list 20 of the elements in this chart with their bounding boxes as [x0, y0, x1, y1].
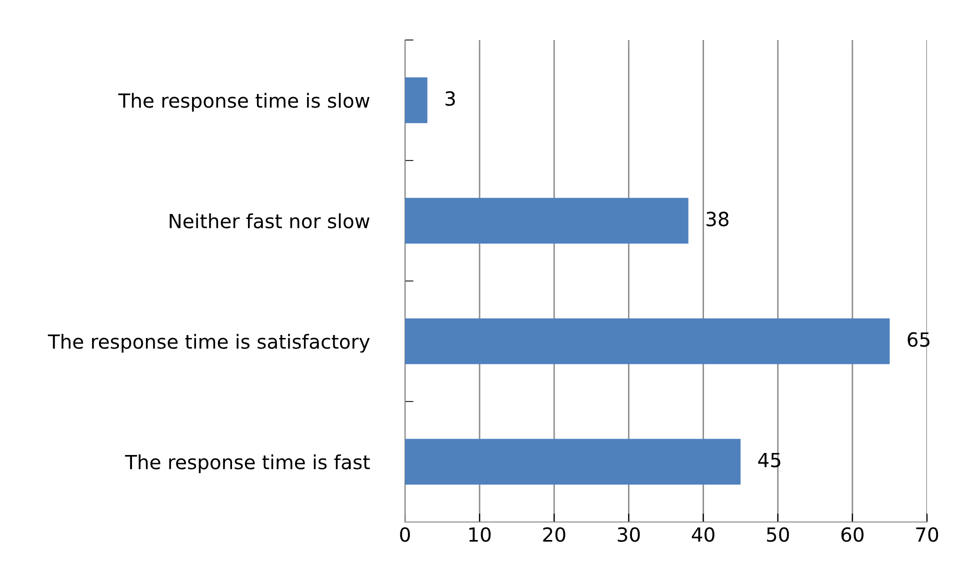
bar	[405, 318, 890, 364]
data-label: 3	[446, 91, 455, 106]
bar	[405, 77, 428, 124]
x-tick-label: 60	[841, 527, 864, 542]
bar	[405, 198, 688, 244]
y-tick-label: The response time is slow	[118, 92, 370, 112]
data-label: 45	[758, 452, 780, 468]
x-tick-label: 70	[916, 527, 938, 542]
y-tick-label: The response time is fast	[125, 454, 370, 474]
x-tick-label: 30	[618, 527, 640, 542]
data-label: 65	[908, 332, 930, 347]
x-tick-label: 50	[766, 527, 789, 542]
data-label: 38	[706, 212, 728, 226]
x-tick-label: 40	[692, 527, 714, 542]
x-tick-label: 10	[469, 527, 491, 542]
x-tick-label: 0	[400, 527, 410, 542]
bar	[405, 438, 741, 485]
y-tick-label: The response time is satisfactory	[48, 334, 370, 353]
y-tick-label: Neither fast nor slow	[170, 213, 370, 228]
x-tick-label: 20	[543, 527, 566, 542]
